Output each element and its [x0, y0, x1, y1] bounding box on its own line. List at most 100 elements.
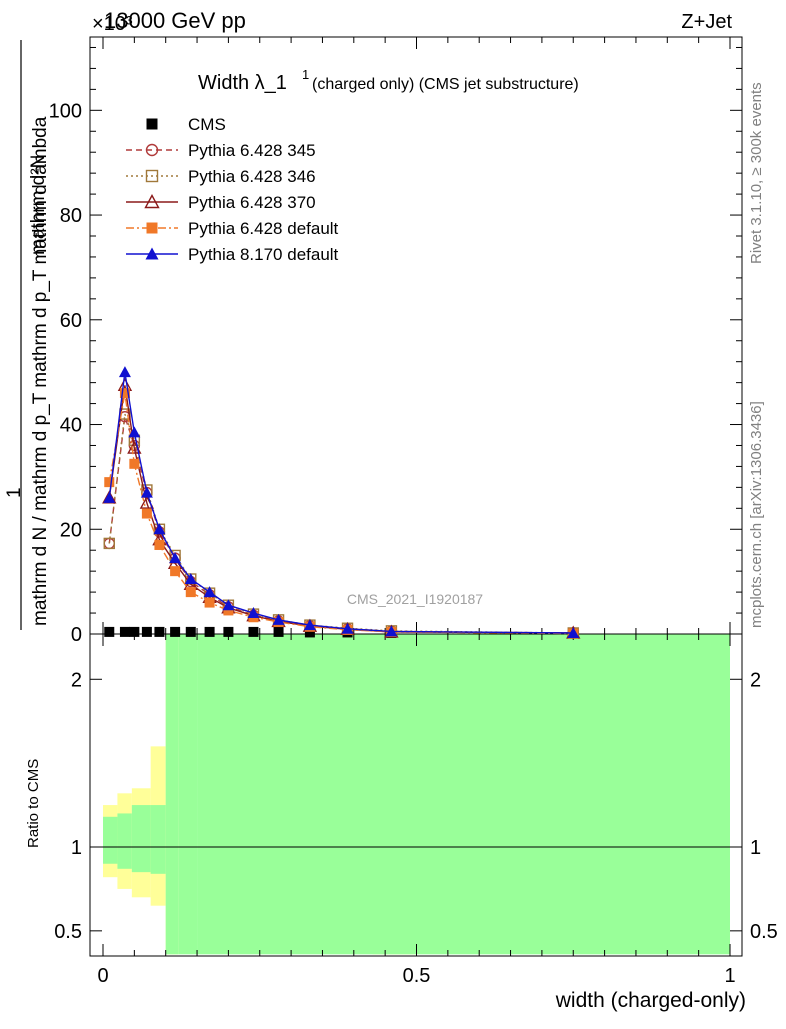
data-point	[304, 627, 315, 638]
legend-entry: Pythia 6.428 346	[126, 167, 316, 186]
ylabel-denominator: mathrm d N / mathrm d p_T mathrm d p_T m…	[30, 116, 51, 626]
data-point	[169, 552, 182, 564]
series-line	[108, 416, 574, 634]
x-tick-label: 1	[724, 965, 735, 987]
data-point	[129, 458, 140, 469]
y-tick-label: 20	[60, 519, 82, 541]
legend-label: Pythia 6.428 370	[188, 193, 316, 212]
series-line	[108, 392, 574, 635]
data-point	[119, 626, 130, 637]
exponent-label: ×10³	[92, 13, 133, 35]
data-point	[185, 626, 196, 637]
series-5	[103, 366, 580, 638]
legend-entry: Pythia 8.170 default	[126, 245, 339, 264]
data-point	[103, 537, 115, 550]
ratio-bands	[90, 634, 742, 955]
data-point	[185, 587, 196, 598]
x-tick-label: 0.5	[403, 965, 431, 987]
series-line	[108, 385, 574, 634]
data-point	[118, 366, 131, 378]
data-point	[222, 599, 235, 611]
rivet-label: Rivet 3.1.10, ≥ 300k events	[748, 82, 765, 264]
ylabel-prefix: 1	[4, 487, 25, 498]
data-point	[385, 625, 398, 637]
y-tick-label: 0	[71, 624, 82, 646]
ratio-band-stat	[103, 816, 118, 864]
data-point	[128, 426, 141, 438]
legend-marker	[145, 143, 159, 157]
data-point	[272, 613, 285, 625]
series-1	[103, 410, 579, 639]
ratio-band-stat	[131, 805, 151, 873]
data-point	[153, 523, 166, 535]
legend-entry: Pythia 6.428 370	[126, 193, 316, 212]
mcplots-label: mcplots.cern.ch [arXiv:1306.3436]	[748, 401, 765, 628]
ratio-band-stat	[117, 813, 132, 869]
legend: CMS Pythia 6.428 345 Pythia 6.428 346 Pythi…	[126, 115, 339, 264]
legend-entry: Pythia 6.428 default	[126, 219, 339, 238]
data-point	[119, 388, 130, 399]
legend-label: Pythia 6.428 default	[188, 219, 339, 238]
legend-marker	[146, 118, 158, 130]
data-point	[141, 626, 152, 637]
ratio-y-tick-label: 2	[71, 669, 82, 691]
data-point	[140, 486, 153, 498]
data-point	[204, 597, 215, 608]
xlabel: width (charged-only)	[555, 989, 746, 1012]
data-point	[341, 622, 354, 634]
series-line	[108, 372, 574, 634]
series-layer	[102, 366, 581, 639]
ratio-band-stat	[178, 634, 198, 955]
analysis-watermark: CMS_2021_I1920187	[347, 591, 483, 607]
data-point	[104, 477, 115, 488]
legend-entry: CMS	[146, 115, 226, 134]
y-tick-label: 40	[60, 415, 82, 437]
ratio-y-tick-label: 0.5	[54, 921, 82, 943]
data-point	[103, 491, 116, 503]
ylabel-main: mathrm d²N 1 mathrm d N / mathrm d p_T m…	[4, 40, 51, 630]
series-3	[102, 377, 581, 639]
legend-marker	[145, 169, 159, 183]
data-point	[154, 539, 165, 550]
legend-label: CMS	[188, 115, 226, 134]
ratio-band-stat	[165, 634, 179, 955]
ratio-y-tick-label-right: 1	[750, 837, 761, 859]
data-point	[247, 607, 260, 619]
legend-marker	[144, 194, 160, 209]
ratio-band-stat	[197, 634, 417, 955]
process-label: Z+Jet	[681, 11, 732, 33]
series-line	[108, 413, 574, 634]
legend-label: Pythia 6.428 346	[188, 167, 316, 186]
legend-entry: Pythia 6.428 345	[126, 141, 316, 160]
energy-label: 13000 GeV pp	[104, 8, 246, 33]
data-point	[170, 626, 181, 637]
x-tick-label: 0	[97, 965, 108, 987]
y-tick-label: 100	[49, 100, 82, 122]
series-4	[104, 388, 579, 639]
data-point	[154, 626, 165, 637]
ylabel-numerator: mathrm d²N	[28, 155, 49, 255]
title-sub: (charged only) (CMS jet substructure)	[312, 76, 579, 93]
data-point	[223, 626, 234, 637]
ratio-band-stat	[150, 805, 166, 874]
data-point	[104, 626, 115, 637]
data-point	[204, 626, 215, 637]
series-2	[103, 408, 579, 639]
plot-title: Width λ_1 1 (charged only) (CMS jet subs…	[198, 67, 579, 94]
data-point	[223, 605, 234, 616]
legend-label: Pythia 6.428 345	[188, 141, 316, 160]
y-tick-label: 80	[60, 205, 82, 227]
legend-marker	[145, 247, 159, 260]
title-sup: 1	[302, 67, 309, 82]
data-point	[184, 573, 197, 585]
data-point	[303, 619, 316, 631]
y-tick-label: 60	[60, 310, 82, 332]
ratio-y-tick-label: 1	[71, 837, 82, 859]
data-point	[273, 626, 284, 637]
data-point	[129, 626, 140, 637]
data-point	[170, 566, 181, 577]
legend-label: Pythia 8.170 default	[188, 245, 339, 264]
